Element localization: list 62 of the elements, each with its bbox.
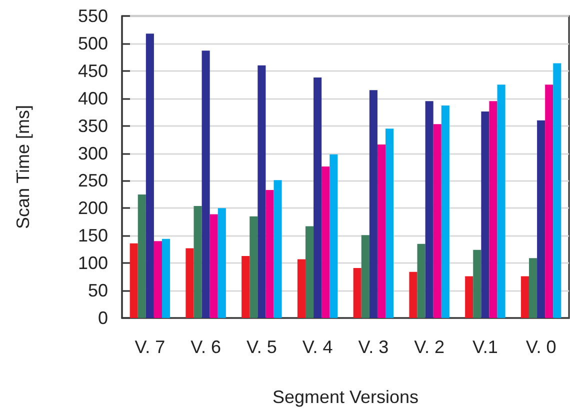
bar: [433, 124, 442, 318]
bar: [130, 243, 138, 318]
bar: [322, 166, 330, 318]
x-tick-label: V. 4: [302, 337, 333, 357]
y-tick-label: 200: [78, 198, 108, 218]
bar: [186, 248, 194, 318]
y-tick-label: 50: [88, 280, 108, 301]
bar: [138, 194, 146, 318]
bar: [441, 106, 450, 318]
bar: [305, 226, 314, 318]
bar: [250, 216, 258, 318]
bar: [353, 268, 362, 318]
bar: [465, 276, 474, 318]
bar: [258, 65, 266, 318]
bar: [377, 144, 386, 318]
x-tick-label: V. 7: [134, 337, 166, 357]
x-tick-label: V. 3: [358, 337, 389, 357]
bar: [242, 256, 250, 318]
x-tick-label: V. 6: [190, 337, 221, 357]
x-axis-title: Segment Versions: [272, 387, 419, 407]
bar: [330, 154, 338, 318]
y-tick-label: 250: [78, 170, 108, 191]
y-tick-label: 300: [78, 143, 108, 164]
bar: [218, 208, 226, 318]
x-tick-label: V. 2: [414, 337, 444, 357]
bar: [314, 78, 322, 318]
y-tick-label: 100: [78, 253, 108, 274]
y-tick-label: 450: [78, 60, 108, 81]
bar: [497, 84, 506, 318]
bar: [425, 101, 434, 318]
y-tick-label: 350: [78, 116, 108, 136]
bar: [146, 34, 154, 318]
bar: [361, 235, 370, 318]
bar: [481, 112, 490, 318]
bar: [473, 250, 482, 318]
bar: [194, 206, 202, 318]
y-tick-label: 500: [78, 33, 108, 54]
x-tick-label: V.1: [472, 337, 498, 357]
bar: [528, 258, 538, 318]
bar: [202, 50, 210, 318]
bar: [162, 238, 170, 318]
bar: [417, 244, 426, 318]
x-tick-label: V. 5: [246, 337, 277, 357]
bar: [210, 214, 218, 318]
bar: [369, 90, 378, 318]
bar: [386, 128, 394, 318]
bar: [545, 84, 554, 318]
bar: [553, 63, 562, 318]
bar: [489, 101, 498, 318]
y-tick-label: 550: [78, 6, 108, 26]
bar: [537, 120, 546, 318]
y-axis-title: Scan Time [ms]: [13, 104, 33, 230]
bar: [274, 180, 282, 318]
y-tick-label: 0: [98, 308, 108, 328]
y-tick-label: 400: [78, 88, 108, 108]
bar: [266, 190, 274, 318]
bar: [520, 276, 529, 318]
y-tick-label: 150: [78, 226, 108, 246]
x-tick-label: V. 0: [526, 337, 556, 357]
bar: [297, 259, 306, 318]
bar: [154, 241, 162, 318]
bar: [409, 272, 418, 318]
